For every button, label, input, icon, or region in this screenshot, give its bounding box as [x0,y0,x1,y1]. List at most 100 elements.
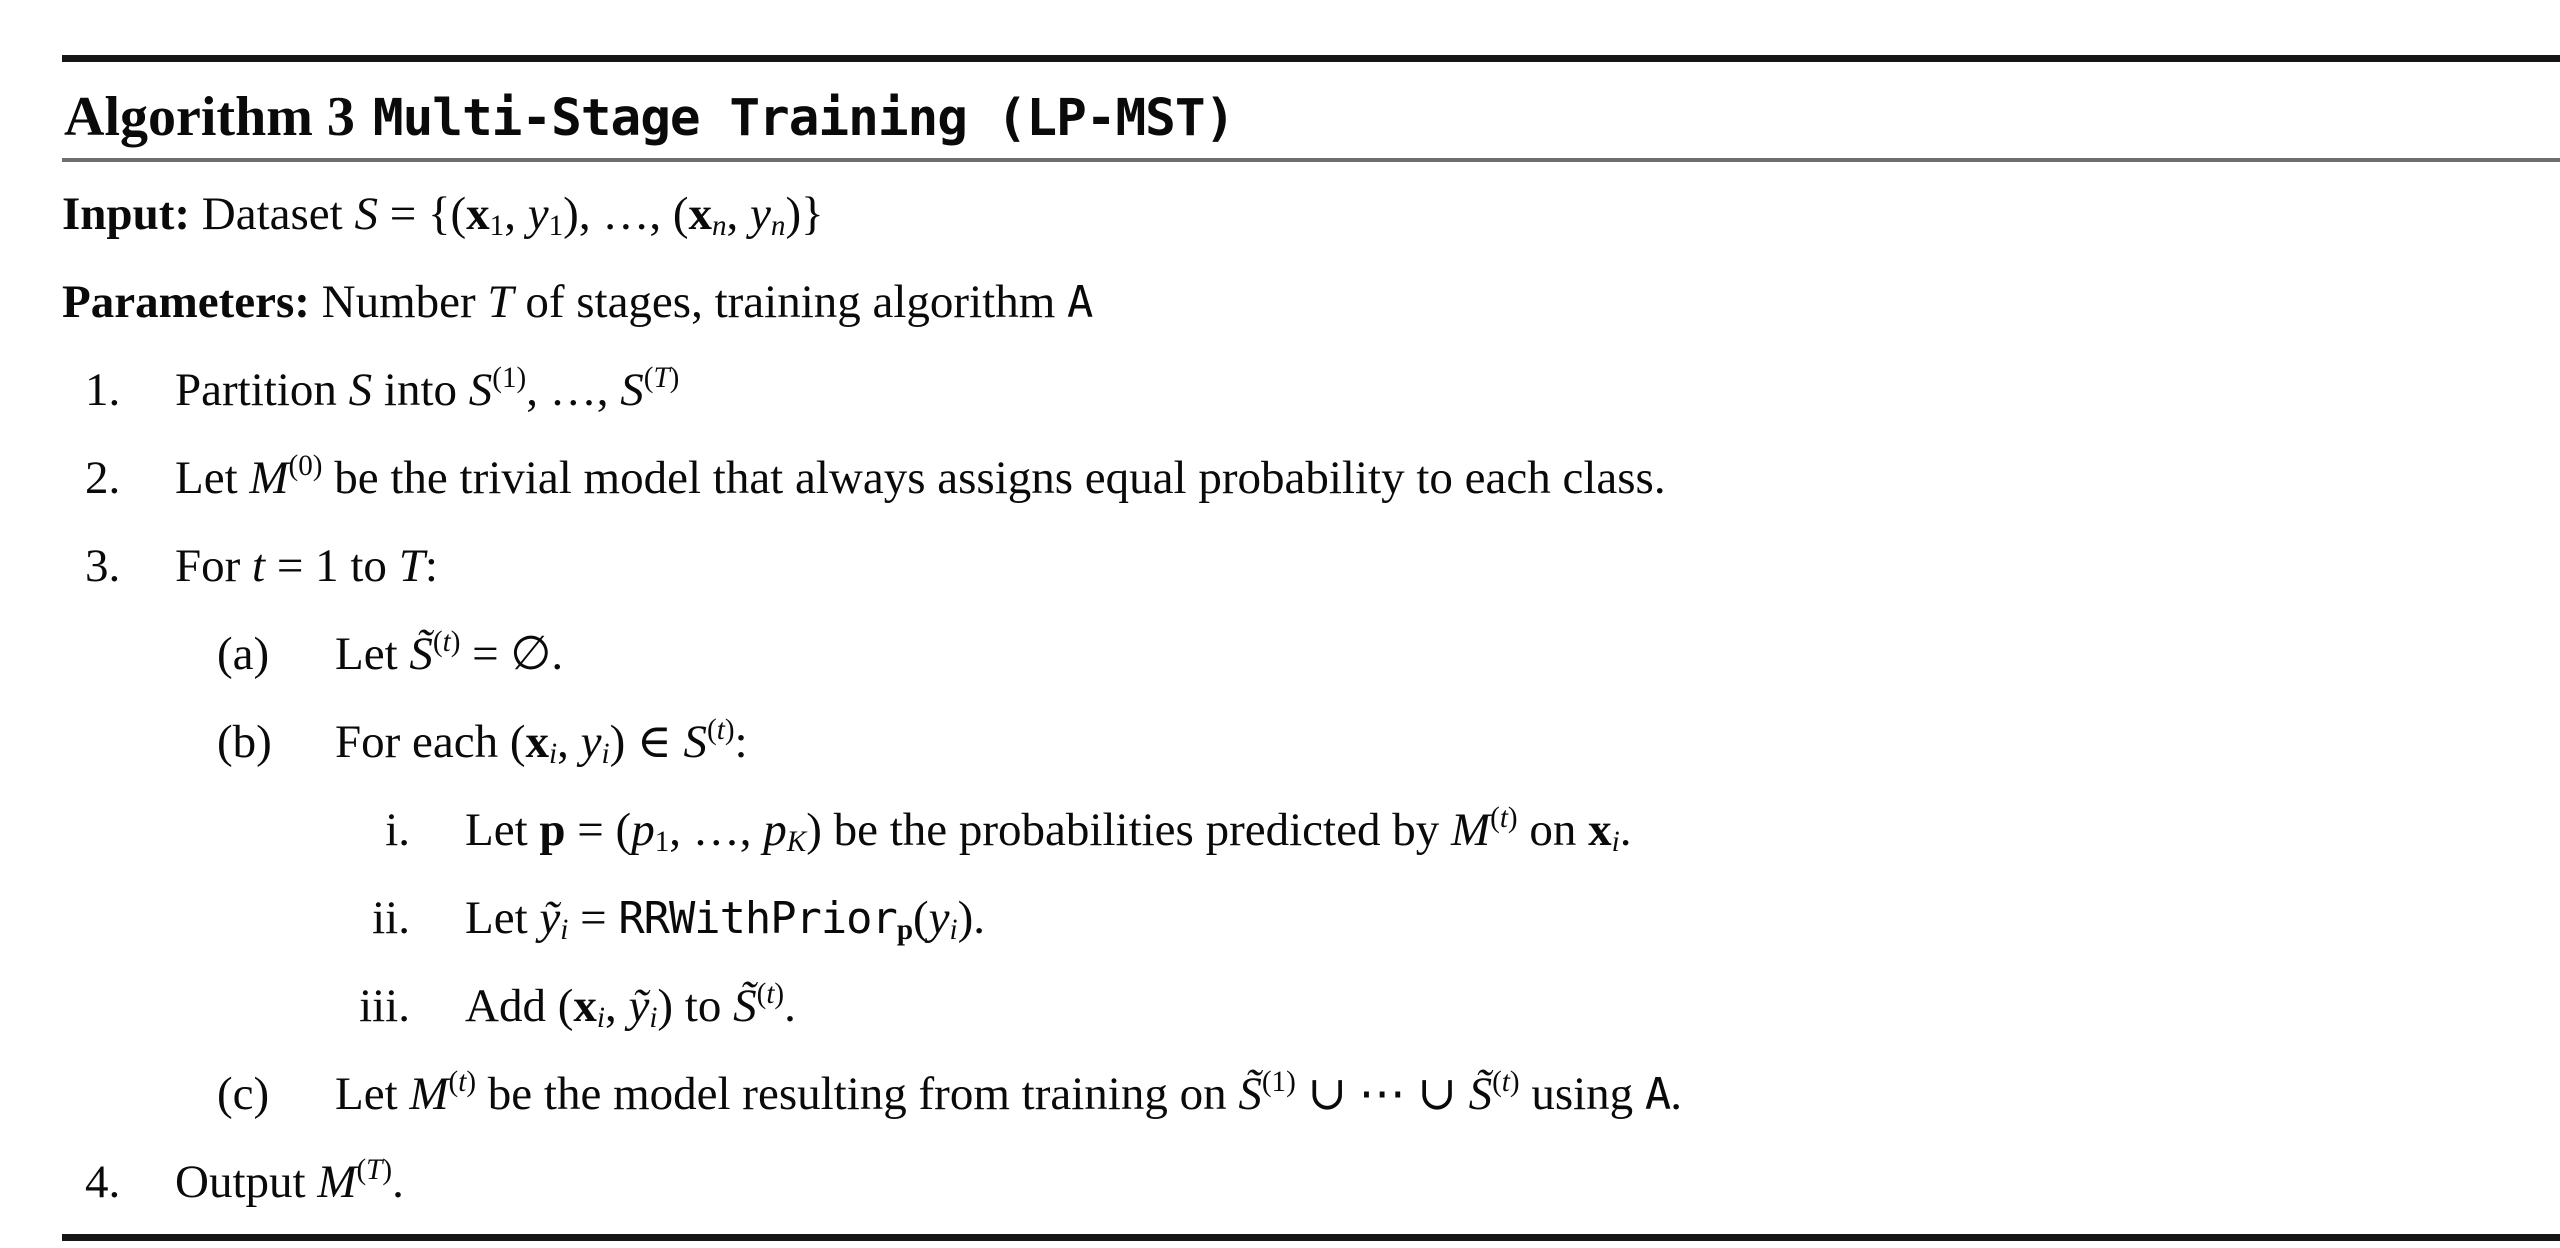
text-segment: T [487,276,514,328]
text-segment: p [631,804,655,856]
text-segment: p [539,804,566,856]
text-segment: = ( [565,804,632,856]
text-segment: ( [643,361,654,394]
input-line: Input: Dataset S = {(x1, y1), …, (xn, yn… [0,170,2560,258]
text-segment: ) be the probabilities predicted by [806,804,1451,856]
text-segment: )} [785,188,824,240]
text-segment: S̃ [733,980,757,1032]
text-segment: S [348,364,373,416]
text-segment: be the trivial model that always assigns… [322,452,1666,504]
text-segment: ỹ [628,980,650,1032]
text-segment: T [366,1153,383,1186]
text-segment: ). [957,892,986,944]
text-segment: . [392,1156,404,1208]
text-segment: ( [448,1065,459,1098]
text-segment: , …, [669,804,764,856]
list-label: (c) [217,1068,270,1120]
text-segment: ( [707,713,717,746]
text-segment: n [711,210,727,243]
text-segment: S [354,188,378,240]
text-segment: 1 [654,826,670,859]
text-segment: t [1499,801,1508,834]
text-segment: T [398,540,425,592]
text-segment: Add ( [465,980,574,1032]
step-3b-ii: ii. Let ỹi = RRWithPriorp(yi). [0,874,2560,962]
text-segment: Partition [175,364,349,416]
list-label: ii. [372,892,410,944]
text-segment: T [653,361,670,394]
text-segment: : [424,540,438,592]
text-segment: S [683,716,708,768]
text-segment: = ∅. [460,628,564,680]
list-label: (b) [217,716,272,768]
text-segment: ) [450,625,461,658]
text-segment: Let [335,1068,410,1120]
text-segment: S̃ [1468,1068,1493,1120]
text-segment: A [1644,1069,1671,1120]
text-segment: x [466,188,490,240]
list-label: 3. [85,540,121,592]
text-segment: Number [309,276,488,328]
text-segment: For each ( [335,716,526,768]
text-segment: i [596,1002,605,1035]
list-label: 4. [85,1156,121,1208]
text-segment: t [442,625,451,658]
step-2: 2. Let M(0) be the trivial model that alw… [0,434,2560,522]
algorithm-title: Multi-Stage Training (LP-MST) [372,89,1235,148]
list-label: (a) [217,628,270,680]
text-segment: i [601,738,610,771]
text-segment: . [784,980,796,1032]
parameters-line: Parameters: Number T of stages, training… [0,258,2560,346]
text-segment: ( [1492,1065,1502,1098]
text-segment: p [763,804,787,856]
text-segment: ( [356,1153,367,1186]
text-segment: , [504,188,528,240]
text-segment: i [560,914,569,947]
step-3b-i: i. Let p = (p1, …, pK) be the probabiliti… [0,786,2560,874]
text-segment: M [409,1068,449,1120]
text-segment: (1) [492,361,527,394]
text-segment: M [1450,804,1491,856]
text-segment: , [604,980,629,1032]
algorithm-header: Algorithm 3 Multi-Stage Training (LP-MST) [64,75,2560,163]
text-segment: S [468,364,493,416]
text-segment: be the model resulting from training on [476,1068,1239,1120]
text-segment: RRWithPrior [618,893,897,944]
text-segment: i [1611,826,1620,859]
text-segment: ), …, ( [563,188,689,240]
text-segment: Let [335,628,410,680]
text-segment: ) [724,713,735,746]
text-segment: t [458,1065,467,1098]
text-segment: = {( [377,188,467,240]
text-segment: ) to [657,980,734,1032]
text-segment: Let [465,892,540,944]
text-segment: ∪ ⋯ ∪ [1295,1068,1469,1120]
text-segment: x [688,188,712,240]
text-segment: t [252,540,266,592]
step-3: 3. For t = 1 to T: [0,522,2560,610]
text-segment: Parameters: [62,276,310,328]
header-rule [62,158,2560,162]
step-3a: (a) Let S̃(t) = ∅. [0,610,2560,698]
text-segment: i [949,914,958,947]
bottom-rule [62,1234,2560,1241]
text-segment: : [734,716,748,768]
text-segment: (1) [1261,1065,1296,1098]
text-segment: , …, [526,364,621,416]
algorithm-body: Input: Dataset S = {(x1, y1), …, (xn, yn… [0,170,2560,1226]
step-1: 1. Partition S into S(1), …, S(T) [0,346,2560,434]
text-segment: , [726,188,751,240]
text-segment: For [175,540,253,592]
text-segment: = [568,892,619,944]
text-segment: A [1067,277,1093,328]
text-segment: x [525,716,550,768]
text-segment: K [786,826,807,859]
list-label: 2. [85,452,121,504]
text-segment: ( [1490,801,1500,834]
step-3c: (c) Let M(t) be the model resulting from … [0,1050,2560,1138]
top-rule [62,55,2560,62]
text-segment: 1 [489,210,505,243]
text-segment: Let [175,452,250,504]
text-segment: t [716,713,725,746]
